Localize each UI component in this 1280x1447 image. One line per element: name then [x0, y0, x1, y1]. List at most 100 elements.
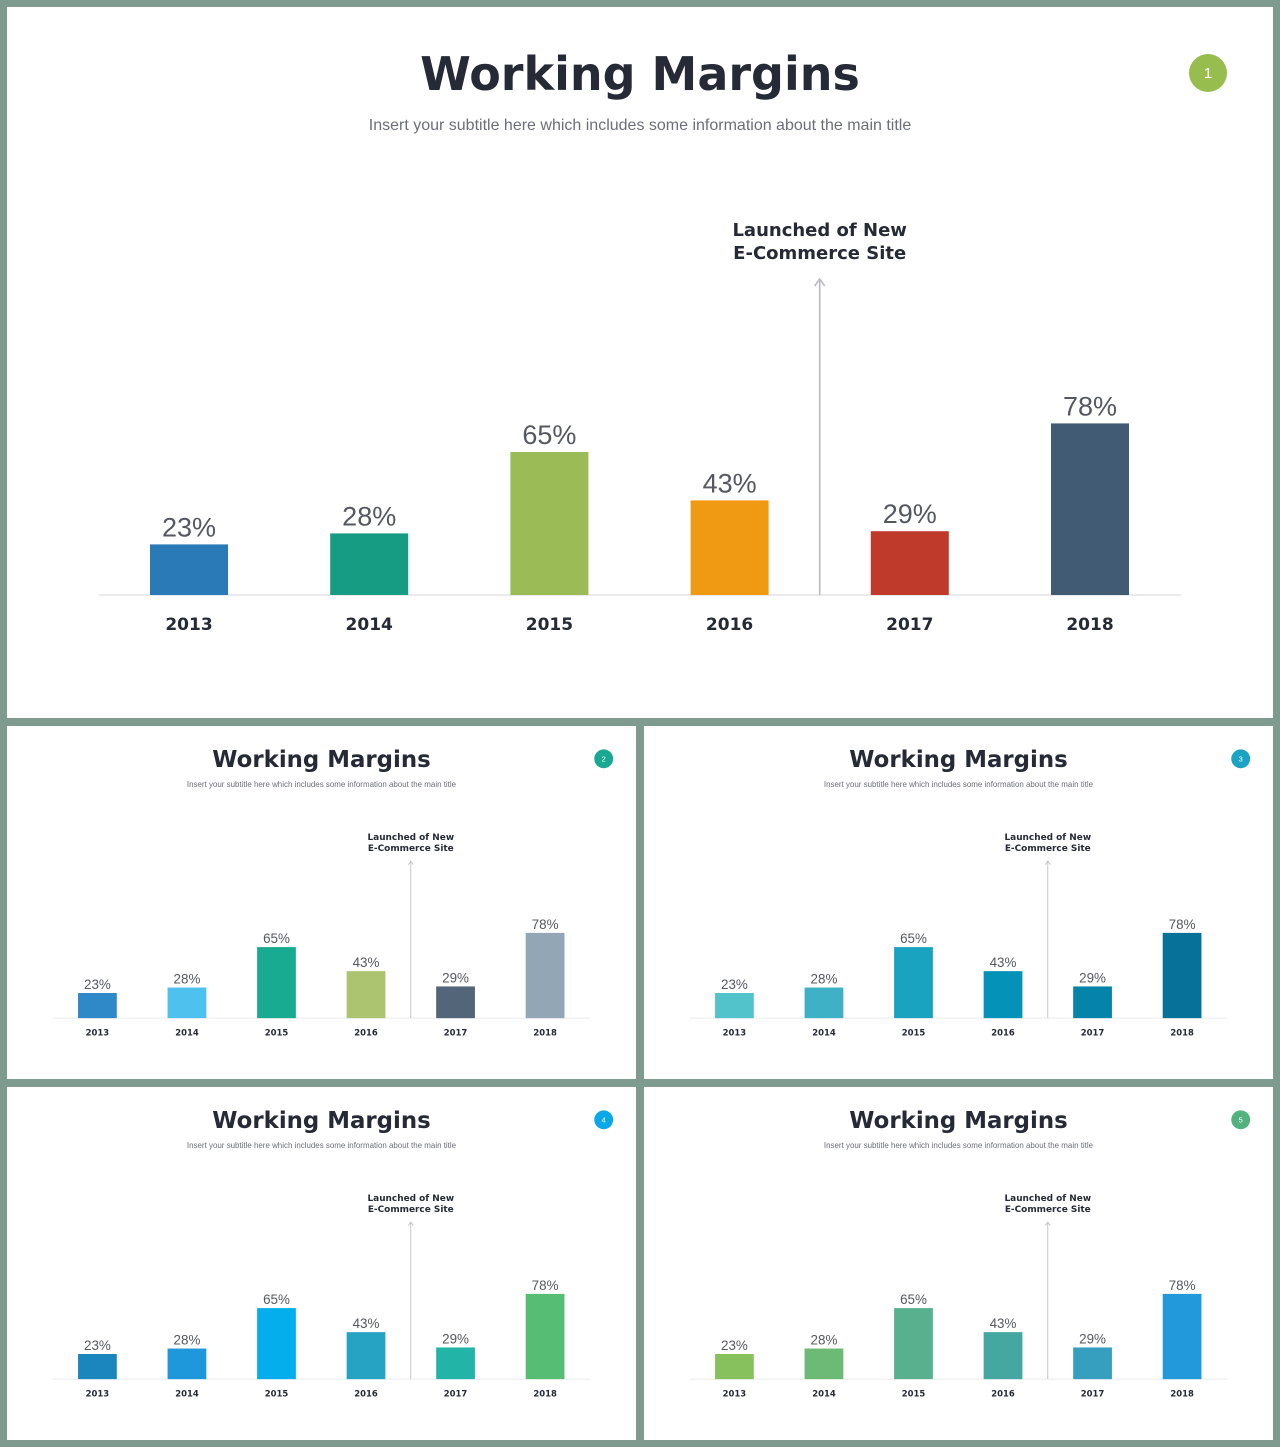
slide-5[interactable]: Working Margins Insert your subtitle here…	[644, 1087, 1273, 1440]
page-number-circle	[1231, 749, 1251, 769]
bar-2017[interactable]	[1073, 1347, 1112, 1380]
bar-2015[interactable]	[257, 1308, 296, 1380]
bar-2014[interactable]	[804, 987, 844, 1019]
bar-2018[interactable]	[525, 1293, 565, 1380]
annotation-line-2: E-Commerce Site	[368, 844, 454, 854]
bar-2017[interactable]	[1073, 986, 1112, 1019]
value-label-2017: 29%	[442, 1331, 469, 1346]
bar-2013[interactable]	[150, 544, 228, 595]
slide-4[interactable]: Working Margins Insert your subtitle here…	[7, 1087, 636, 1440]
bar-2016[interactable]	[346, 1332, 386, 1380]
value-label-2013: 23%	[84, 977, 111, 992]
value-label-2016: 43%	[703, 468, 757, 498]
bar-2018[interactable]	[525, 932, 565, 1019]
page-number-circle	[1189, 54, 1227, 92]
category-label-2014: 2014	[175, 1028, 199, 1038]
annotation-line-1: Launched of New	[732, 220, 906, 241]
bar-2018[interactable]	[1162, 1293, 1202, 1380]
category-label-2016: 2016	[991, 1389, 1015, 1399]
value-label-2014: 28%	[174, 972, 201, 987]
category-label-2017: 2017	[444, 1389, 468, 1399]
bar-2016[interactable]	[983, 971, 1023, 1019]
bar-2017[interactable]	[436, 1347, 475, 1380]
annotation-arrowhead	[1044, 1221, 1051, 1226]
category-label-2013: 2013	[165, 615, 212, 635]
value-label-2015: 65%	[522, 420, 576, 450]
category-label-2015: 2015	[526, 615, 573, 635]
value-label-2018: 78%	[1063, 391, 1117, 421]
slide-subtitle: Insert your subtitle here which includes…	[187, 1141, 457, 1150]
value-label-2016: 43%	[353, 1316, 380, 1331]
bar-2017[interactable]	[870, 531, 949, 595]
annotation-line-2: E-Commerce Site	[368, 1205, 454, 1215]
value-label-2013: 23%	[721, 977, 748, 992]
slide-2[interactable]: Working Margins Insert your subtitle here…	[7, 726, 636, 1079]
category-label-2017: 2017	[1081, 1389, 1105, 1399]
value-label-2015: 65%	[900, 1292, 927, 1307]
value-label-2014: 28%	[174, 1333, 201, 1348]
category-label-2015: 2015	[902, 1389, 926, 1399]
bar-2014[interactable]	[167, 987, 207, 1019]
bar-2018[interactable]	[1162, 932, 1202, 1019]
chart-group: Working Margins Insert your subtitle here…	[52, 1108, 614, 1399]
bar-2016[interactable]	[346, 971, 386, 1019]
annotation-line-1: Launched of New	[367, 1194, 454, 1204]
bar-2018[interactable]	[1051, 423, 1129, 595]
value-label-2014: 28%	[811, 1333, 838, 1348]
category-label-2018: 2018	[1170, 1028, 1194, 1038]
value-label-2018: 78%	[532, 917, 559, 932]
value-label-2017: 29%	[1079, 1331, 1106, 1346]
annotation-arrowhead	[814, 277, 826, 287]
category-label-2016: 2016	[991, 1028, 1015, 1038]
page-number-badge: 5	[1231, 1110, 1251, 1130]
bar-2015[interactable]	[894, 1308, 933, 1380]
category-label-2015: 2015	[902, 1028, 926, 1038]
bar-2014[interactable]	[330, 533, 409, 595]
bar-2016[interactable]	[983, 1332, 1023, 1380]
bar-2013[interactable]	[78, 1354, 117, 1380]
bar-2017[interactable]	[436, 986, 475, 1019]
slide-subtitle: Insert your subtitle here which includes…	[187, 780, 457, 789]
slide-3[interactable]: Working Margins Insert your subtitle here…	[644, 726, 1273, 1079]
value-label-2018: 78%	[1169, 917, 1196, 932]
page-number-badge: 1	[1189, 54, 1227, 92]
category-label-2018: 2018	[1066, 615, 1113, 635]
bar-2014[interactable]	[167, 1348, 207, 1380]
chart-svg: Working Margins Insert your subtitle here…	[52, 1108, 614, 1399]
bar-2013[interactable]	[715, 993, 754, 1019]
page-number: 2	[602, 754, 606, 763]
category-label-2018: 2018	[533, 1028, 557, 1038]
value-label-2016: 43%	[353, 955, 380, 970]
category-label-2015: 2015	[265, 1028, 289, 1038]
category-label-2013: 2013	[86, 1389, 110, 1399]
slide-1[interactable]: Working Margins Insert your subtitle here…	[7, 7, 1273, 718]
category-label-2014: 2014	[812, 1028, 836, 1038]
bar-2015[interactable]	[257, 947, 296, 1019]
slide-title: Working Margins	[849, 1108, 1067, 1134]
bar-2014[interactable]	[804, 1348, 844, 1380]
annotation-line-1: Launched of New	[1004, 1194, 1091, 1204]
category-label-2017: 2017	[444, 1028, 468, 1038]
bar-2016[interactable]	[690, 500, 769, 595]
value-label-2014: 28%	[811, 972, 838, 987]
bar-2015[interactable]	[510, 452, 589, 595]
category-label-2013: 2013	[723, 1028, 747, 1038]
chart-group: Working Margins Insert your subtitle here…	[689, 1108, 1251, 1399]
value-label-2017: 29%	[1079, 970, 1106, 985]
chart-svg: Working Margins Insert your subtitle here…	[689, 747, 1251, 1038]
bar-2013[interactable]	[715, 1354, 754, 1380]
value-label-2018: 78%	[532, 1278, 559, 1293]
category-label-2017: 2017	[1081, 1028, 1105, 1038]
value-label-2017: 29%	[442, 970, 469, 985]
bar-2015[interactable]	[894, 947, 933, 1019]
slide-title: Working Margins	[212, 1108, 430, 1134]
bar-2013[interactable]	[78, 993, 117, 1019]
category-label-2014: 2014	[175, 1389, 199, 1399]
page-number-circle	[594, 749, 614, 769]
value-label-2015: 65%	[263, 1292, 290, 1307]
value-label-2014: 28%	[342, 501, 396, 531]
